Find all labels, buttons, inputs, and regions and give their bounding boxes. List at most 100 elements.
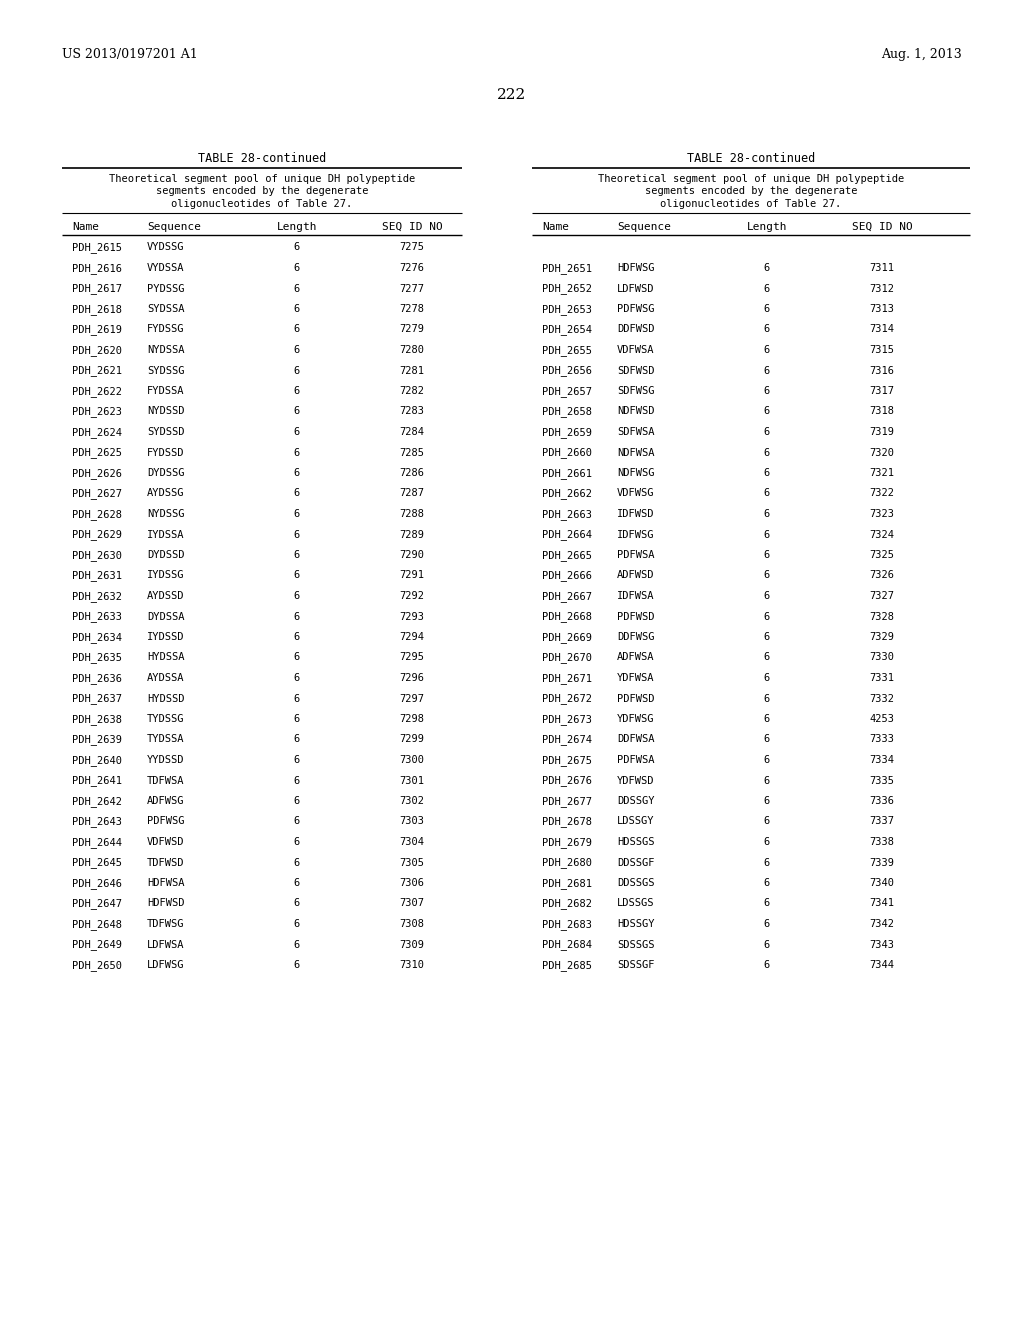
Text: 6: 6 [764,529,770,540]
Text: PDH_2623: PDH_2623 [72,407,122,417]
Text: SYDSSA: SYDSSA [147,304,184,314]
Text: 7338: 7338 [869,837,895,847]
Text: PDH_2638: PDH_2638 [72,714,122,725]
Text: TDFWSD: TDFWSD [147,858,184,867]
Text: 6: 6 [764,940,770,949]
Text: 6: 6 [764,426,770,437]
Text: 6: 6 [764,899,770,908]
Text: 7305: 7305 [399,858,425,867]
Text: HDFWSD: HDFWSD [147,899,184,908]
Text: 7291: 7291 [399,570,425,581]
Text: 6: 6 [764,632,770,642]
Text: 6: 6 [294,529,300,540]
Text: 6: 6 [294,878,300,888]
Text: PDFWSD: PDFWSD [617,611,654,622]
Text: VDFWSD: VDFWSD [147,837,184,847]
Text: 6: 6 [294,734,300,744]
Text: 6: 6 [764,817,770,826]
Text: PDH_2649: PDH_2649 [72,940,122,950]
Text: PDH_2645: PDH_2645 [72,858,122,869]
Text: 7334: 7334 [869,755,895,766]
Text: PDH_2681: PDH_2681 [542,878,592,888]
Text: FYDSSD: FYDSSD [147,447,184,458]
Text: YYDSSD: YYDSSD [147,755,184,766]
Text: VYDSSA: VYDSSA [147,263,184,273]
Text: 7324: 7324 [869,529,895,540]
Text: NDFWSD: NDFWSD [617,407,654,417]
Text: 6: 6 [764,570,770,581]
Text: PDH_2637: PDH_2637 [72,693,122,705]
Text: 6: 6 [764,858,770,867]
Text: 6: 6 [294,940,300,949]
Text: 7303: 7303 [399,817,425,826]
Text: HDFWSG: HDFWSG [617,263,654,273]
Text: 6: 6 [764,652,770,663]
Text: HDFWSA: HDFWSA [147,878,184,888]
Text: Sequence: Sequence [147,222,201,231]
Text: PDH_2660: PDH_2660 [542,447,592,458]
Text: 7289: 7289 [399,529,425,540]
Text: PDFWSG: PDFWSG [617,304,654,314]
Text: PDH_2658: PDH_2658 [542,407,592,417]
Text: PDH_2615: PDH_2615 [72,243,122,253]
Text: 7294: 7294 [399,632,425,642]
Text: 6: 6 [294,755,300,766]
Text: 7344: 7344 [869,960,895,970]
Text: LDFWSA: LDFWSA [147,940,184,949]
Text: 6: 6 [294,488,300,499]
Text: Length: Length [276,222,317,231]
Text: DDSSGY: DDSSGY [617,796,654,807]
Text: 7292: 7292 [399,591,425,601]
Text: oligonucleotides of Table 27.: oligonucleotides of Table 27. [660,199,842,209]
Text: PDH_2672: PDH_2672 [542,693,592,705]
Text: NYDSSA: NYDSSA [147,345,184,355]
Text: PDH_2619: PDH_2619 [72,325,122,335]
Text: 6: 6 [294,570,300,581]
Text: PDFWSA: PDFWSA [617,550,654,560]
Text: SYDSSD: SYDSSD [147,426,184,437]
Text: PDH_2685: PDH_2685 [542,960,592,972]
Text: IYDSSG: IYDSSG [147,570,184,581]
Text: 7301: 7301 [399,776,425,785]
Text: YDFWSD: YDFWSD [617,776,654,785]
Text: segments encoded by the degenerate: segments encoded by the degenerate [645,186,857,197]
Text: DDSSGF: DDSSGF [617,858,654,867]
Text: ADFWSG: ADFWSG [147,796,184,807]
Text: 6: 6 [764,263,770,273]
Text: PDH_2617: PDH_2617 [72,284,122,294]
Text: 7336: 7336 [869,796,895,807]
Text: VYDSSG: VYDSSG [147,243,184,252]
Text: PDH_2640: PDH_2640 [72,755,122,766]
Text: 7279: 7279 [399,325,425,334]
Text: PDH_2652: PDH_2652 [542,284,592,294]
Text: 6: 6 [294,632,300,642]
Text: PDH_2679: PDH_2679 [542,837,592,847]
Text: 6: 6 [294,776,300,785]
Text: LDSSGS: LDSSGS [617,899,654,908]
Text: 7287: 7287 [399,488,425,499]
Text: 7326: 7326 [869,570,895,581]
Text: PDH_2654: PDH_2654 [542,325,592,335]
Text: PDH_2671: PDH_2671 [542,673,592,684]
Text: PDH_2644: PDH_2644 [72,837,122,847]
Text: TABLE 28-continued: TABLE 28-continued [198,152,326,165]
Text: 6: 6 [294,714,300,723]
Text: LDFWSG: LDFWSG [147,960,184,970]
Text: 7319: 7319 [869,426,895,437]
Text: SDSSGS: SDSSGS [617,940,654,949]
Text: 6: 6 [294,447,300,458]
Text: IDFWSD: IDFWSD [617,510,654,519]
Text: PDH_2675: PDH_2675 [542,755,592,766]
Text: Theoretical segment pool of unique DH polypeptide: Theoretical segment pool of unique DH po… [598,174,904,183]
Text: PDH_2620: PDH_2620 [72,345,122,356]
Text: 6: 6 [764,960,770,970]
Text: 7315: 7315 [869,345,895,355]
Text: DYDSSA: DYDSSA [147,611,184,622]
Text: 6: 6 [764,447,770,458]
Text: Aug. 1, 2013: Aug. 1, 2013 [882,48,962,61]
Text: 6: 6 [764,714,770,723]
Text: PDH_2624: PDH_2624 [72,426,122,438]
Text: 7297: 7297 [399,693,425,704]
Text: PDH_2667: PDH_2667 [542,591,592,602]
Text: PDH_2622: PDH_2622 [72,385,122,397]
